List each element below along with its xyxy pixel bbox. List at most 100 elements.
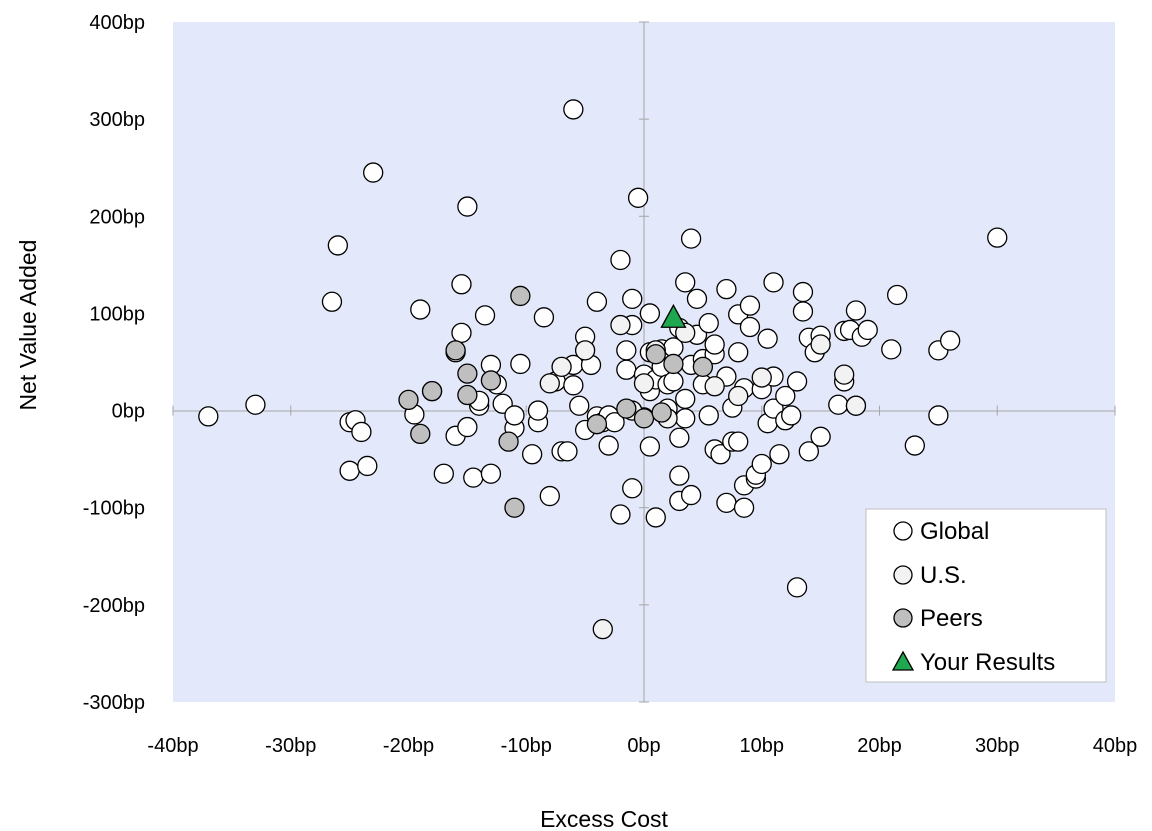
x-tick-label: -30bp	[265, 735, 316, 757]
point-peers	[480, 370, 502, 391]
point-global	[710, 444, 731, 465]
point-global	[669, 465, 690, 486]
point-global	[339, 460, 360, 481]
point-global	[728, 342, 749, 363]
point-global	[539, 485, 560, 507]
point-global	[510, 353, 531, 375]
x-tick-label: 40bp	[1093, 735, 1138, 757]
x-axis-title: Excess Cost	[540, 806, 668, 831]
legend-label-peers: Peers	[920, 605, 983, 632]
point-global	[792, 281, 814, 303]
y-tick-labels: 400bp 300bp 200bp 100bp 0bp -100bp -200bp -300b…	[83, 12, 145, 714]
point-global	[757, 328, 778, 349]
point-global	[663, 371, 684, 392]
point-global	[733, 497, 755, 518]
point-us	[834, 364, 855, 385]
point-global	[321, 291, 343, 312]
point-us	[592, 618, 613, 640]
point-global	[521, 444, 543, 465]
point-global	[457, 416, 478, 438]
point-global	[845, 300, 867, 321]
point-global	[645, 507, 666, 528]
x-tick-label: -40bp	[147, 735, 198, 757]
point-global	[610, 249, 631, 271]
point-global	[769, 444, 790, 465]
x-tick-label: 10bp	[740, 735, 785, 757]
point-peers	[586, 414, 608, 435]
point-peers	[457, 363, 478, 384]
point-global	[563, 99, 584, 120]
data-points	[198, 99, 1008, 640]
point-global	[698, 405, 719, 426]
point-peers	[457, 384, 478, 406]
point-global	[675, 388, 696, 410]
y-tick-label: 200bp	[89, 206, 145, 228]
point-global	[698, 312, 719, 334]
point-peers	[651, 402, 672, 423]
point-global	[881, 339, 902, 360]
point-global	[480, 463, 502, 484]
point-peers	[663, 353, 684, 375]
point-global	[775, 385, 796, 407]
point-global	[327, 235, 349, 256]
point-global	[586, 291, 608, 312]
y-axis-title: Net Value Added	[15, 240, 41, 411]
point-global	[622, 478, 643, 499]
point-global	[786, 577, 808, 598]
point-peers	[498, 431, 519, 452]
point-your-results	[660, 303, 687, 328]
point-global	[810, 426, 831, 447]
point-global	[857, 319, 878, 341]
legend-marker-us	[893, 565, 913, 585]
point-us	[810, 334, 831, 355]
point-global	[716, 278, 737, 300]
point-global	[675, 272, 696, 293]
point-us	[633, 373, 655, 394]
point-global	[463, 467, 484, 488]
point-us	[845, 395, 867, 416]
legend-marker-your-results	[891, 650, 915, 671]
point-global	[533, 307, 555, 328]
point-global	[563, 375, 584, 396]
point-global	[474, 305, 496, 326]
point-us	[675, 322, 696, 344]
point-global	[410, 299, 431, 320]
point-peers	[421, 380, 443, 402]
point-global	[351, 421, 372, 443]
y-tick-label: -200bp	[83, 595, 145, 617]
point-global	[928, 405, 949, 426]
point-global	[739, 295, 761, 316]
point-global	[639, 436, 661, 457]
point-global	[680, 484, 702, 506]
x-tick-labels: -40bp -30bp -20bp -10bp 0bp 10bp 20bp 30bp 40bp	[147, 735, 1137, 757]
point-global	[716, 492, 737, 514]
point-global	[527, 400, 549, 421]
legend-marker-peers	[893, 608, 913, 628]
point-global	[569, 395, 590, 416]
point-us	[610, 314, 631, 336]
point-global	[504, 405, 525, 426]
point-global	[457, 196, 478, 217]
point-global	[639, 303, 661, 324]
point-peers	[645, 344, 666, 365]
point-global	[616, 359, 637, 380]
point-peers	[633, 408, 655, 429]
point-global	[792, 301, 814, 322]
point-global	[598, 435, 619, 456]
point-global	[557, 441, 578, 462]
x-tick-label: 30bp	[975, 735, 1020, 757]
x-tick-label: 20bp	[857, 735, 902, 757]
point-us	[704, 376, 725, 397]
point-global	[680, 228, 702, 249]
point-peers	[692, 356, 714, 378]
point-global	[610, 504, 631, 525]
point-global	[245, 394, 266, 415]
y-tick-label: 0bp	[112, 401, 145, 423]
point-global	[669, 427, 690, 448]
point-global	[357, 455, 378, 477]
point-global	[739, 316, 761, 338]
point-global	[763, 272, 784, 293]
point-global	[686, 288, 708, 310]
point-global	[616, 340, 637, 361]
point-global	[363, 162, 384, 183]
